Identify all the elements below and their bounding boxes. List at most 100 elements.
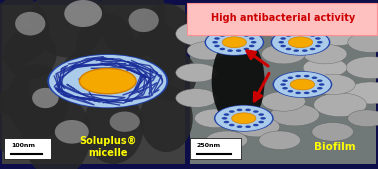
- Bar: [190, 5, 376, 164]
- Circle shape: [237, 109, 242, 111]
- Circle shape: [49, 55, 166, 107]
- Circle shape: [346, 82, 378, 104]
- Ellipse shape: [0, 0, 49, 64]
- Circle shape: [290, 79, 314, 90]
- Circle shape: [295, 92, 301, 94]
- Circle shape: [310, 22, 363, 46]
- Circle shape: [302, 49, 308, 52]
- Circle shape: [348, 32, 378, 52]
- Circle shape: [224, 113, 229, 116]
- Circle shape: [315, 37, 321, 40]
- Text: High antibacterial activity: High antibacterial activity: [211, 13, 355, 23]
- Circle shape: [303, 58, 347, 77]
- Circle shape: [204, 29, 264, 56]
- Circle shape: [317, 87, 322, 90]
- Ellipse shape: [151, 51, 197, 101]
- Circle shape: [245, 125, 251, 128]
- Circle shape: [249, 37, 254, 40]
- FancyBboxPatch shape: [190, 138, 241, 159]
- Ellipse shape: [98, 0, 166, 59]
- Ellipse shape: [55, 120, 89, 144]
- Circle shape: [237, 125, 242, 128]
- Circle shape: [206, 131, 248, 150]
- Circle shape: [278, 41, 284, 44]
- Ellipse shape: [64, 0, 102, 27]
- Circle shape: [311, 77, 317, 79]
- Text: 100nm: 100nm: [11, 143, 35, 148]
- Text: 250nm: 250nm: [197, 143, 221, 148]
- Circle shape: [214, 37, 220, 40]
- Ellipse shape: [60, 51, 106, 101]
- Ellipse shape: [32, 88, 59, 108]
- Circle shape: [253, 124, 259, 126]
- FancyBboxPatch shape: [4, 138, 51, 159]
- Ellipse shape: [23, 93, 91, 169]
- Ellipse shape: [132, 24, 185, 84]
- Circle shape: [222, 117, 227, 120]
- Circle shape: [176, 21, 232, 46]
- Circle shape: [195, 109, 236, 128]
- Circle shape: [214, 105, 274, 132]
- Circle shape: [259, 131, 301, 150]
- Circle shape: [310, 48, 315, 50]
- Circle shape: [262, 44, 305, 64]
- Circle shape: [236, 33, 242, 35]
- Circle shape: [206, 30, 263, 55]
- Circle shape: [348, 110, 378, 127]
- Circle shape: [274, 72, 331, 97]
- Circle shape: [282, 79, 288, 82]
- Circle shape: [282, 87, 288, 90]
- Circle shape: [286, 34, 291, 37]
- Circle shape: [304, 75, 310, 77]
- Circle shape: [47, 54, 168, 108]
- Circle shape: [302, 33, 308, 35]
- Circle shape: [315, 45, 321, 47]
- Circle shape: [280, 37, 286, 40]
- Circle shape: [310, 74, 355, 95]
- Circle shape: [220, 48, 225, 50]
- Text: Soluplus®
micelle: Soluplus® micelle: [79, 136, 136, 158]
- Circle shape: [353, 11, 378, 30]
- Circle shape: [215, 106, 272, 131]
- Circle shape: [280, 45, 286, 47]
- Circle shape: [258, 113, 264, 116]
- Circle shape: [304, 92, 310, 94]
- Ellipse shape: [4, 29, 57, 79]
- Circle shape: [243, 34, 249, 37]
- Ellipse shape: [83, 90, 144, 164]
- Circle shape: [293, 33, 299, 35]
- Circle shape: [214, 45, 220, 47]
- Circle shape: [260, 117, 266, 120]
- Circle shape: [227, 49, 233, 52]
- Ellipse shape: [212, 35, 265, 128]
- Circle shape: [262, 92, 305, 111]
- Circle shape: [303, 44, 347, 64]
- Circle shape: [280, 83, 286, 86]
- Circle shape: [222, 37, 246, 48]
- Circle shape: [219, 8, 272, 32]
- Circle shape: [314, 93, 367, 117]
- Circle shape: [273, 71, 332, 98]
- Circle shape: [317, 41, 322, 44]
- Ellipse shape: [140, 3, 193, 64]
- Circle shape: [310, 34, 315, 37]
- Circle shape: [295, 75, 301, 77]
- Circle shape: [288, 90, 293, 92]
- Circle shape: [286, 48, 291, 50]
- Bar: [2, 5, 185, 164]
- Circle shape: [176, 63, 217, 82]
- Circle shape: [212, 41, 218, 44]
- Circle shape: [224, 121, 229, 123]
- Circle shape: [253, 110, 259, 113]
- Circle shape: [308, 4, 350, 23]
- Ellipse shape: [110, 112, 140, 132]
- Circle shape: [319, 83, 324, 86]
- FancyBboxPatch shape: [187, 3, 377, 35]
- Circle shape: [312, 123, 353, 141]
- Circle shape: [243, 48, 249, 50]
- Text: Biofilm: Biofilm: [314, 142, 355, 152]
- Ellipse shape: [8, 64, 68, 139]
- Circle shape: [288, 37, 313, 48]
- Circle shape: [272, 30, 329, 55]
- Ellipse shape: [76, 14, 136, 88]
